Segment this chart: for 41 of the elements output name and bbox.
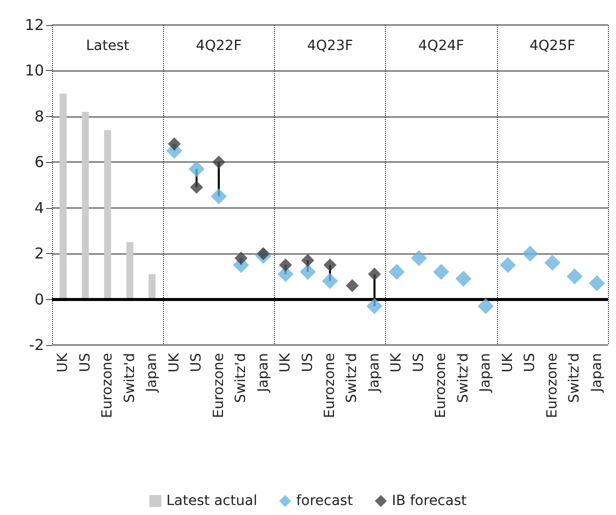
y-tick-label: 0 <box>34 290 44 308</box>
x-tick-label: Eurozone <box>433 353 450 418</box>
x-tick-label: Switz'd <box>344 353 360 403</box>
x-tick-label: Japan <box>144 353 160 394</box>
y-tick-label: -2 <box>29 336 44 354</box>
x-tick-label: Japan <box>588 353 605 394</box>
x-tick-label: UK <box>388 352 405 372</box>
annotation: 4Q23F <box>307 38 353 54</box>
y-tick-label: 2 <box>34 244 44 263</box>
x-tick-label: UK <box>166 352 182 372</box>
x-tick-label: Japan <box>255 353 272 394</box>
y-tick-label: 8 <box>34 107 44 126</box>
annotation: 4Q24F <box>418 38 464 54</box>
legend-label: Latest actual <box>166 493 258 509</box>
x-tick-label: US <box>410 352 427 372</box>
annotation: 4Q25F <box>530 38 576 54</box>
x-tick-label: Switz'd <box>566 353 583 403</box>
x-tick-label: UK <box>500 352 516 372</box>
x-tick-label: US <box>188 352 205 372</box>
y-tick-label: 4 <box>34 198 44 217</box>
x-tick-label: Eurozone <box>100 353 116 418</box>
x-tick-label: US <box>77 352 94 372</box>
x-tick-label: US <box>300 352 316 372</box>
annotation: Latest <box>86 38 130 54</box>
x-tick-label: UK <box>278 352 294 372</box>
x-tick-label: Japan <box>478 353 494 394</box>
legend-label: IB forecast <box>392 493 468 509</box>
x-tick-label: Switz'd <box>233 353 250 403</box>
x-tick-label: UK <box>55 352 72 372</box>
annotation: 4Q22F <box>196 38 242 54</box>
y-tick-label: 10 <box>24 62 44 80</box>
x-tick-label: Switz'd <box>122 353 138 403</box>
x-tick-label: Switz'd <box>455 353 472 403</box>
y-tick-label: 6 <box>34 153 44 172</box>
x-tick-label: Eurozone <box>210 353 227 418</box>
x-tick-label: Eurozone <box>322 353 338 418</box>
y-tick-label: 12 <box>24 16 44 34</box>
legend-label: forecast <box>296 493 354 509</box>
x-tick-label: Eurozone <box>544 353 560 418</box>
x-tick-label: US <box>522 352 538 372</box>
x-tick-label: Japan <box>366 353 382 394</box>
